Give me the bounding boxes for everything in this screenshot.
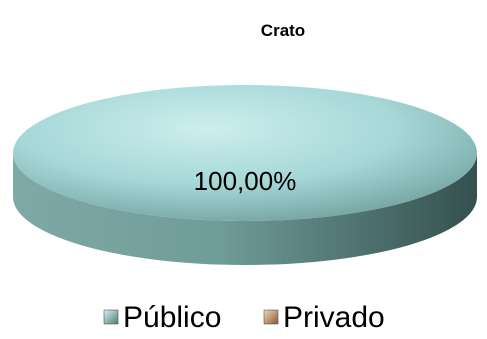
legend-label-1: Privado bbox=[283, 301, 385, 334]
pie-group: 100,00% bbox=[13, 85, 477, 265]
legend-swatch-0 bbox=[103, 309, 119, 325]
data-label-0: 100,00% bbox=[194, 166, 297, 196]
chart-title: Crato bbox=[261, 21, 305, 40]
legend-swatch-1 bbox=[263, 309, 279, 325]
pie-slice-side-0 bbox=[13, 153, 477, 265]
pie-slice-0 bbox=[13, 85, 477, 221]
legend-label-0: Público bbox=[123, 301, 221, 334]
legend: Público Privado bbox=[103, 301, 385, 334]
